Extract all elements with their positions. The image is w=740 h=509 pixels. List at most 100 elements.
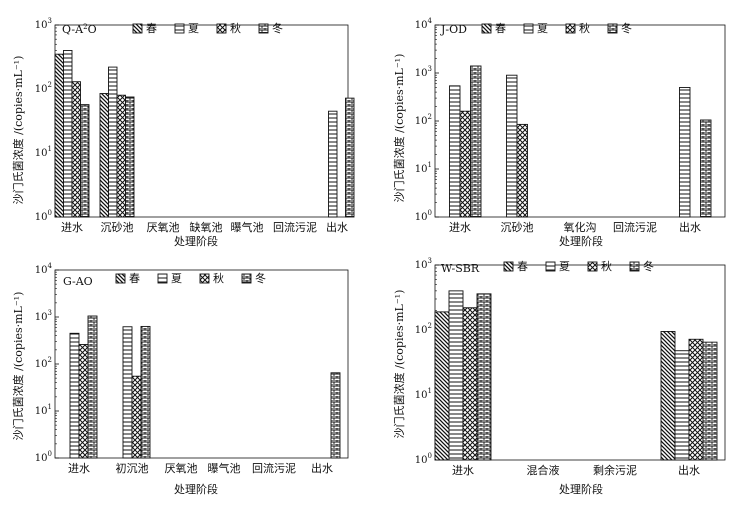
- legend-label: 春: [495, 22, 506, 35]
- legend-swatch: [565, 23, 576, 34]
- y-tick-label: 104: [35, 262, 53, 276]
- x-category-label: 初沉池: [116, 461, 149, 475]
- y-tick-label: 102: [415, 322, 432, 336]
- legend-label: 秋: [579, 21, 590, 35]
- legend-swatch: [629, 261, 640, 272]
- x-category-label: 出水: [678, 463, 700, 477]
- y-tick-label: 102: [35, 356, 52, 370]
- x-category-label: 进水: [449, 221, 471, 234]
- legend-label: 夏: [188, 22, 199, 35]
- y-tick-label: 103: [415, 65, 432, 79]
- x-category-label: 曝气池: [208, 461, 241, 475]
- x-category-label: 回流污泥: [613, 220, 657, 234]
- y-tick-label: 103: [415, 257, 432, 271]
- bar-夏: [674, 350, 690, 461]
- legend-label: 秋: [601, 259, 612, 273]
- x-category-label: 曝气池: [231, 220, 264, 234]
- bar-春: [99, 93, 109, 218]
- x-category-label: 沉砂池: [101, 221, 134, 234]
- chart-panel-g-ao: G-AO 处理阶段 沙门氏菌浓度 /(copies·mL⁻¹) 100 101 10…: [11, 262, 349, 496]
- x-category-label: 进水: [452, 464, 474, 477]
- panel-title: J-OD: [440, 23, 467, 36]
- x-category-label: 缺氧池: [190, 220, 223, 234]
- legend-label: 冬: [621, 21, 632, 35]
- legend-swatch: [545, 261, 556, 272]
- bar-夏: [506, 74, 518, 218]
- legend-swatch: [174, 23, 185, 34]
- chart-panel-j-od: J-OD 处理阶段 沙门氏菌浓度 /(copies·mL⁻¹) 100 101 10…: [392, 17, 726, 248]
- bar-冬: [702, 341, 718, 461]
- legend-label: 夏: [171, 272, 182, 285]
- x-category-label: 混合液: [527, 463, 560, 477]
- legend-label: 春: [517, 260, 528, 273]
- legend-swatch: [587, 261, 598, 272]
- legend-swatch: [241, 273, 252, 284]
- bar-夏: [449, 85, 461, 218]
- y-tick-label: 101: [415, 387, 432, 401]
- legend-swatch: [199, 273, 210, 284]
- bar-冬: [80, 104, 90, 218]
- y-tick-label: 103: [35, 309, 52, 323]
- bar-冬: [125, 96, 135, 218]
- bar-冬: [330, 372, 341, 459]
- x-category-label: 厌氧池: [147, 220, 180, 234]
- bar-秋: [78, 344, 89, 459]
- bar-夏: [328, 110, 338, 218]
- panel-title: W-SBR: [441, 262, 480, 275]
- bar-冬: [140, 325, 151, 459]
- bar-秋: [116, 94, 126, 218]
- y-tick-label: 100: [35, 450, 52, 464]
- legend-label: 夏: [559, 260, 570, 273]
- x-category-label: 氧化沟: [564, 220, 597, 234]
- bar-秋: [462, 307, 478, 461]
- x-category-label: 出水: [326, 220, 348, 234]
- bar-夏: [63, 50, 73, 218]
- x-category-label: 进水: [68, 462, 90, 475]
- y-tick-label: 101: [35, 403, 52, 417]
- bar-夏: [69, 332, 80, 459]
- legend-swatch: [503, 261, 514, 272]
- bar-夏: [448, 290, 464, 461]
- legend-swatch: [481, 23, 492, 34]
- bar-秋: [688, 338, 704, 461]
- legend-swatch: [216, 23, 227, 34]
- bar-冬: [476, 293, 492, 461]
- x-category-label: 回流污泥: [252, 461, 296, 475]
- legend-swatch: [258, 23, 269, 34]
- x-category-label: 出水: [679, 220, 701, 234]
- bar-秋: [516, 123, 528, 218]
- y-axis-title: 沙门氏菌浓度 /(copies·mL⁻¹): [11, 56, 25, 205]
- legend-swatch: [157, 273, 168, 284]
- bar-秋: [131, 375, 142, 459]
- bar-夏: [108, 66, 118, 218]
- bar-秋: [459, 110, 471, 218]
- y-tick-label: 104: [415, 17, 433, 31]
- x-axis-title: 处理阶段: [559, 482, 603, 496]
- legend-swatch: [132, 23, 143, 34]
- bar-夏: [122, 326, 133, 459]
- bar-春: [660, 330, 676, 461]
- chart-panel-q-a2o: Q-A2O 处理阶段 沙门氏菌浓度 /(copies·mL⁻¹) 100 101 1…: [11, 17, 355, 248]
- chart-panel-w-sbr: W-SBR 处理阶段 沙门氏菌浓度 /(copies·mL⁻¹) 100 101 1…: [392, 257, 726, 496]
- legend-label: 春: [129, 272, 140, 285]
- bar-冬: [700, 119, 712, 218]
- y-tick-label: 103: [35, 17, 52, 31]
- y-axis-title: 沙门氏菌浓度 /(copies·mL⁻¹): [392, 54, 406, 203]
- y-tick-label: 102: [415, 113, 432, 127]
- legend-label: 春: [146, 22, 157, 35]
- panel-title: Q-A2O: [62, 23, 97, 36]
- plot-frame: [54, 24, 349, 218]
- x-axis-title: 处理阶段: [174, 234, 218, 248]
- legend-label: 冬: [643, 259, 654, 273]
- bar-春: [54, 53, 64, 218]
- legend-label: 秋: [230, 21, 241, 35]
- bar-冬: [470, 65, 482, 218]
- legend-label: 冬: [272, 21, 283, 35]
- x-category-label: 出水: [311, 461, 333, 475]
- x-category-label: 沉砂池: [501, 221, 534, 234]
- plot-frame: [54, 269, 349, 459]
- y-tick-label: 100: [415, 452, 432, 466]
- x-category-label: 进水: [61, 221, 83, 234]
- y-tick-label: 102: [35, 81, 52, 95]
